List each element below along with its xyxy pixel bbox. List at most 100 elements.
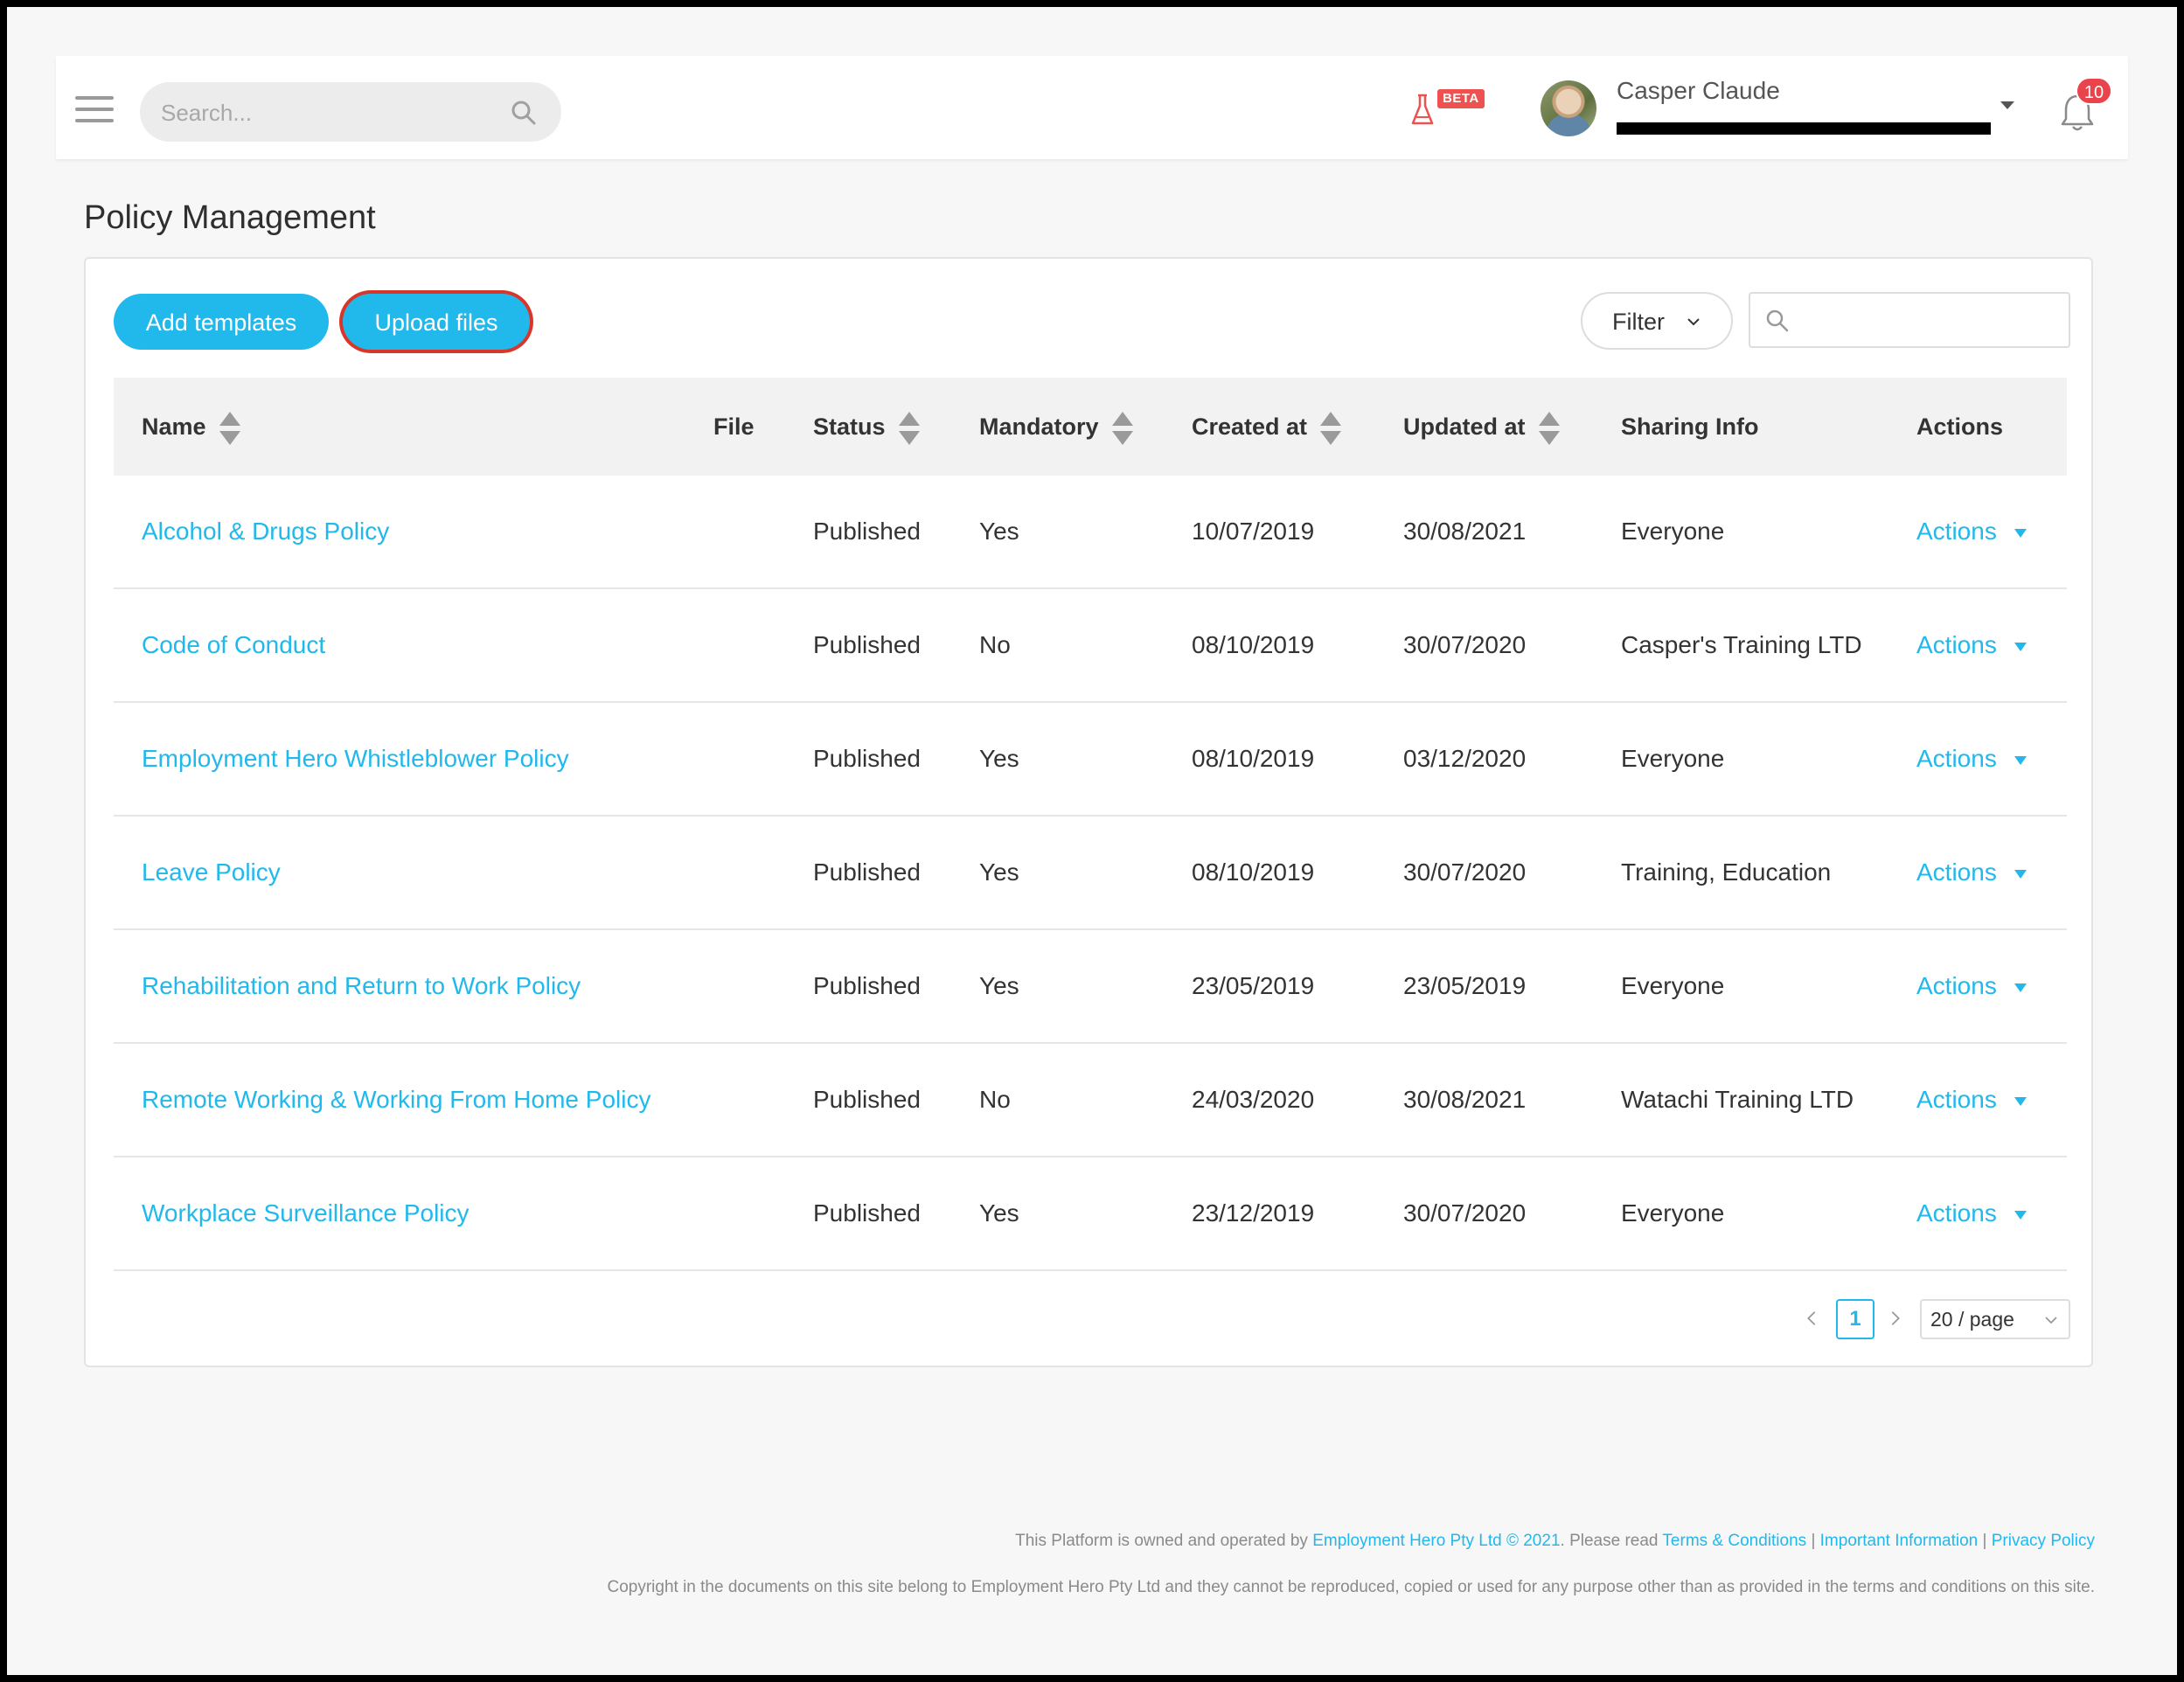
caret-down-icon <box>2014 983 2027 992</box>
caret-down-icon[interactable] <box>1999 100 2016 112</box>
actions-dropdown[interactable]: Actions <box>1916 817 2028 928</box>
policy-name-link[interactable]: Remote Working & Working From Home Polic… <box>142 1086 651 1113</box>
chevron-down-icon <box>1687 318 1700 326</box>
user-name[interactable]: Casper Claude <box>1617 77 1780 104</box>
column-sharing-label: Sharing Info <box>1621 414 1759 440</box>
sharing-info-cell: Everyone <box>1621 518 1725 545</box>
footer-separator: | <box>1811 1532 1816 1550</box>
global-search-input[interactable] <box>159 82 495 143</box>
redacted-email-bar <box>1617 122 1991 135</box>
upload-files-button[interactable]: Upload files <box>343 294 530 350</box>
search-icon[interactable] <box>511 100 537 126</box>
sort-icon[interactable] <box>1111 410 1134 447</box>
created-at-cell: 08/10/2019 <box>1192 745 1315 772</box>
app-frame: BETA Casper Claude 10 Policy Management … <box>7 7 2177 1675</box>
terms-link[interactable]: Terms & Conditions <box>1662 1532 1807 1550</box>
created-at-cell: 10/07/2019 <box>1192 518 1315 545</box>
table-row: Leave Policy Published Yes 08/10/2019 30… <box>114 817 2067 930</box>
policy-name-link[interactable]: Employment Hero Whistleblower Policy <box>142 745 569 772</box>
flask-icon <box>1411 94 1434 125</box>
actions-label: Actions <box>1916 858 1997 886</box>
policy-name-link[interactable]: Rehabilitation and Return to Work Policy <box>142 972 581 999</box>
pagination-page-1[interactable]: 1 <box>1836 1299 1874 1339</box>
caret-down-icon <box>2014 528 2027 538</box>
updated-at-cell: 30/07/2020 <box>1403 1199 1527 1227</box>
privacy-policy-link[interactable]: Privacy Policy <box>1991 1532 2095 1550</box>
caret-down-icon <box>2014 1096 2027 1106</box>
chevron-right-icon[interactable] <box>1887 1310 1904 1327</box>
column-header-actions: Actions <box>1916 378 2003 476</box>
mandatory-cell: No <box>979 1086 1011 1113</box>
page-size-select[interactable]: 20 / page <box>1920 1299 2070 1339</box>
sharing-info-cell: Everyone <box>1621 972 1725 999</box>
beta-labs[interactable]: BETA <box>1409 87 1506 131</box>
chevron-left-icon[interactable] <box>1803 1310 1820 1327</box>
search-icon <box>1766 309 1789 332</box>
table-row: Remote Working & Working From Home Polic… <box>114 1044 2067 1157</box>
actions-dropdown[interactable]: Actions <box>1916 703 2028 815</box>
actions-dropdown[interactable]: Actions <box>1916 1157 2028 1269</box>
avatar[interactable] <box>1541 80 1596 136</box>
actions-label: Actions <box>1916 972 1997 999</box>
actions-label: Actions <box>1916 1086 1997 1113</box>
table-row: Rehabilitation and Return to Work Policy… <box>114 930 2067 1044</box>
column-header-status[interactable]: Status <box>813 378 921 476</box>
column-header-updated-at[interactable]: Updated at <box>1403 378 1561 476</box>
company-link[interactable]: Employment Hero Pty Ltd © 2021 <box>1312 1532 1561 1550</box>
actions-dropdown[interactable]: Actions <box>1916 589 2028 701</box>
column-actions-label: Actions <box>1916 414 2004 440</box>
column-file-label: File <box>713 414 755 440</box>
column-header-sharing-info: Sharing Info <box>1621 378 1759 476</box>
status-cell: Published <box>813 972 921 999</box>
sharing-info-cell: Training, Education <box>1621 858 1832 886</box>
column-header-mandatory[interactable]: Mandatory <box>979 378 1134 476</box>
actions-label: Actions <box>1916 745 1997 772</box>
status-cell: Published <box>813 631 921 658</box>
filter-button[interactable]: Filter <box>1581 292 1733 350</box>
actions-dropdown[interactable]: Actions <box>1916 930 2028 1042</box>
table-row: Workplace Surveillance Policy Published … <box>114 1157 2067 1271</box>
created-at-cell: 08/10/2019 <box>1192 858 1315 886</box>
filter-label: Filter <box>1612 309 1665 335</box>
created-at-cell: 23/12/2019 <box>1192 1199 1315 1227</box>
status-cell: Published <box>813 1086 921 1113</box>
add-templates-button[interactable]: Add templates <box>114 294 329 350</box>
sharing-info-cell: Casper's Training LTD <box>1621 631 1862 658</box>
actions-label: Actions <box>1916 518 1997 545</box>
column-mandatory-label: Mandatory <box>979 414 1099 440</box>
status-cell: Published <box>813 745 921 772</box>
column-header-name[interactable]: Name <box>142 378 241 476</box>
sort-icon[interactable] <box>1319 410 1342 447</box>
sharing-info-cell: Everyone <box>1621 1199 1725 1227</box>
footer-mid: . Please read <box>1560 1532 1659 1550</box>
notification-count-badge: 10 <box>2076 77 2112 105</box>
footer-prefix: This Platform is owned and operated by <box>1015 1532 1308 1550</box>
mandatory-cell: Yes <box>979 518 1019 545</box>
sort-icon[interactable] <box>898 410 921 447</box>
policy-name-link[interactable]: Code of Conduct <box>142 631 326 658</box>
important-information-link[interactable]: Important Information <box>1819 1532 1979 1550</box>
column-header-created-at[interactable]: Created at <box>1192 378 1342 476</box>
policy-card: Add templates Upload files Filter Name F… <box>84 257 2093 1367</box>
policy-name-link[interactable]: Alcohol & Drugs Policy <box>142 518 390 545</box>
global-search <box>140 82 561 143</box>
footer-separator: | <box>1982 1532 1987 1550</box>
table-row: Code of Conduct Published No 08/10/2019 … <box>114 589 2067 703</box>
footer-copyright: Copyright in the documents on this site … <box>607 1578 2095 1596</box>
page-title: Policy Management <box>84 199 376 236</box>
caret-down-icon <box>2014 1210 2027 1220</box>
beta-badge: BETA <box>1437 89 1485 108</box>
table-search-input[interactable] <box>1801 301 2058 341</box>
actions-dropdown[interactable]: Actions <box>1916 476 2028 587</box>
policy-name-link[interactable]: Workplace Surveillance Policy <box>142 1199 469 1227</box>
hamburger-menu-icon[interactable] <box>75 96 114 122</box>
caret-down-icon <box>2014 642 2027 651</box>
actions-dropdown[interactable]: Actions <box>1916 1044 2028 1156</box>
status-cell: Published <box>813 1199 921 1227</box>
sharing-info-cell: Watachi Training LTD <box>1621 1086 1854 1113</box>
sort-icon[interactable] <box>1538 410 1561 447</box>
updated-at-cell: 30/07/2020 <box>1403 858 1527 886</box>
policy-name-link[interactable]: Leave Policy <box>142 858 281 886</box>
sort-icon[interactable] <box>219 410 241 447</box>
column-status-label: Status <box>813 414 886 440</box>
